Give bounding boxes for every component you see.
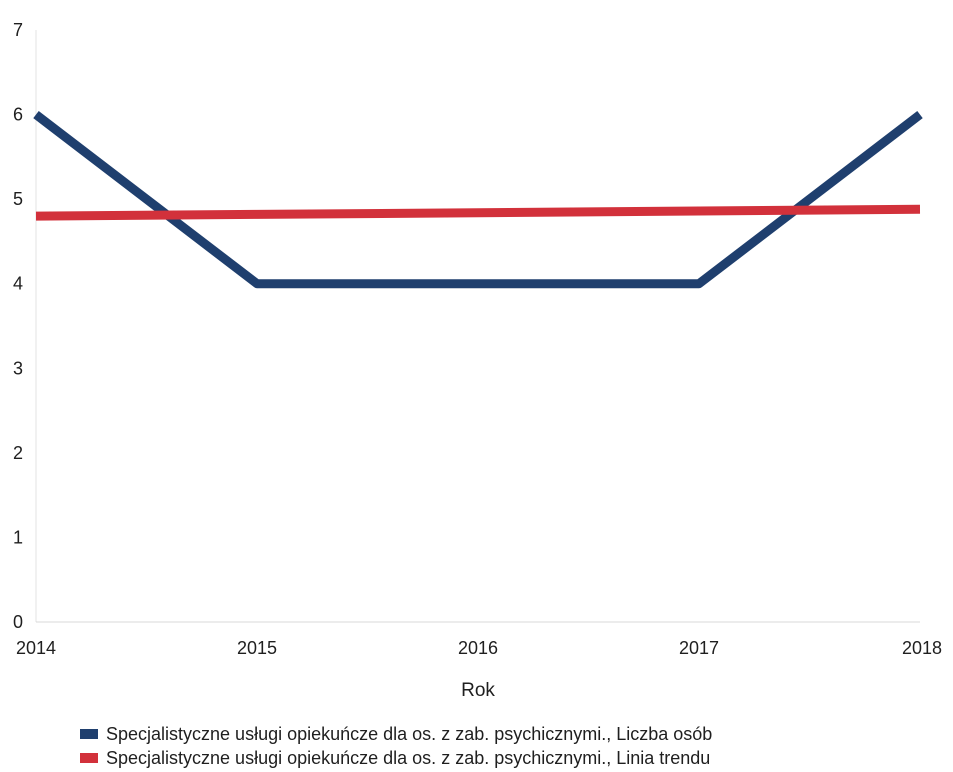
legend-label-linia-trendu: Specjalistyczne usługi opiekuńcze dla os… <box>106 747 711 768</box>
x-tick-label: 2018 <box>902 638 942 658</box>
y-tick-label: 1 <box>13 527 23 547</box>
y-tick-label: 5 <box>13 189 23 209</box>
line-chart: 0 1 2 3 4 5 6 7 2014 2015 2016 2017 2018 Rok <box>13 20 942 700</box>
x-axis-title: Rok <box>461 680 495 700</box>
x-tick-label: 2016 <box>458 638 498 658</box>
x-axis-tick-labels: 2014 2015 2016 2017 2018 <box>16 638 942 658</box>
x-tick-label: 2015 <box>237 638 277 658</box>
y-tick-label: 4 <box>13 274 23 294</box>
series-line-linia-trendu <box>35 204 921 221</box>
legend-swatch-liczba-osob <box>80 729 98 739</box>
x-tick-label: 2017 <box>679 638 719 658</box>
legend: Specjalistyczne usługi opiekuńcze dla os… <box>80 722 940 770</box>
x-tick-label: 2014 <box>16 638 56 658</box>
legend-item-linia-trendu: Specjalistyczne usługi opiekuńcze dla os… <box>80 746 940 770</box>
y-tick-label: 6 <box>13 105 23 125</box>
y-tick-label: 2 <box>13 443 23 463</box>
series-lines <box>33 111 923 289</box>
series-line-liczba-osob <box>33 111 923 289</box>
y-axis-tick-labels: 0 1 2 3 4 5 6 7 <box>13 20 23 632</box>
legend-swatch-linia-trendu <box>80 753 98 763</box>
y-tick-label: 0 <box>13 612 23 632</box>
y-tick-label: 7 <box>13 20 23 40</box>
legend-label-liczba-osob: Specjalistyczne usługi opiekuńcze dla os… <box>106 723 713 744</box>
legend-item-liczba-osob: Specjalistyczne usługi opiekuńcze dla os… <box>80 722 940 746</box>
y-tick-label: 3 <box>13 358 23 378</box>
